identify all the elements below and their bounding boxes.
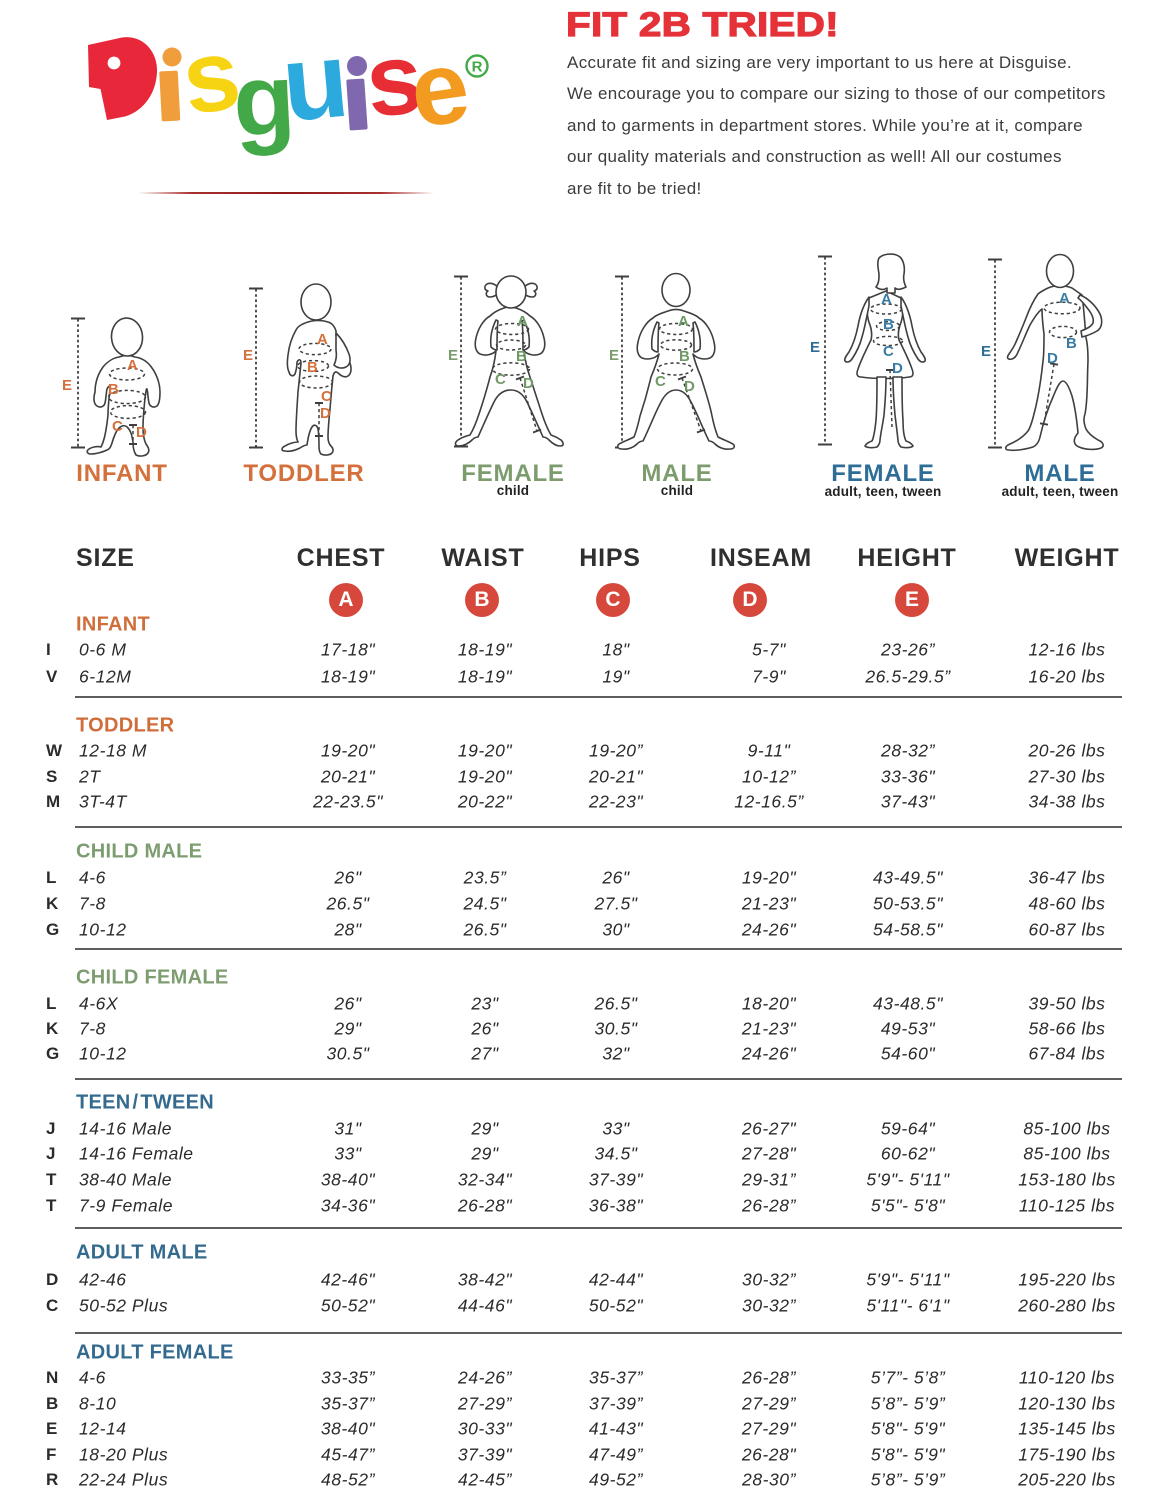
svg-text:B: B — [679, 348, 690, 365]
svg-text:C: C — [495, 371, 506, 388]
svg-text:D: D — [523, 375, 534, 392]
svg-text:C: C — [321, 388, 332, 405]
svg-text:C: C — [112, 418, 123, 435]
svg-text:D: D — [684, 378, 695, 395]
svg-text:adult, teen, tween: adult, teen, tween — [825, 484, 942, 499]
svg-text:D: D — [1047, 350, 1058, 367]
svg-text:C: C — [883, 343, 894, 360]
svg-text:FEMALE: FEMALE — [831, 460, 934, 487]
svg-text:D: D — [320, 405, 331, 422]
svg-text:E: E — [981, 343, 991, 360]
svg-text:B: B — [1066, 335, 1077, 352]
svg-text:TODDLER: TODDLER — [243, 460, 364, 487]
svg-text:A: A — [317, 331, 328, 348]
svg-text:g: g — [230, 43, 297, 158]
svg-text:u: u — [278, 19, 354, 144]
svg-text:MALE: MALE — [1024, 460, 1095, 487]
svg-text:C: C — [655, 373, 666, 390]
svg-text:B: B — [516, 348, 527, 365]
svg-text:B: B — [307, 359, 318, 376]
svg-text:adult, teen, tween: adult, teen, tween — [1002, 484, 1119, 499]
svg-text:MALE: MALE — [641, 460, 712, 487]
svg-text:A: A — [127, 357, 138, 374]
svg-text:R: R — [472, 59, 483, 76]
svg-text:child: child — [661, 483, 694, 498]
svg-text:A: A — [678, 313, 689, 330]
svg-text:INFANT: INFANT — [76, 460, 167, 487]
svg-text:A: A — [1059, 290, 1070, 307]
svg-text:B: B — [883, 316, 894, 333]
svg-text:child: child — [497, 483, 530, 498]
svg-text:D: D — [892, 360, 903, 377]
svg-text:E: E — [810, 339, 820, 356]
svg-text:D: D — [136, 424, 147, 441]
svg-text:E: E — [62, 377, 72, 394]
svg-text:E: E — [243, 347, 253, 364]
svg-text:E: E — [609, 347, 619, 364]
svg-text:A: A — [881, 291, 892, 308]
svg-text:A: A — [517, 313, 528, 330]
svg-text:FEMALE: FEMALE — [461, 460, 564, 487]
svg-text:B: B — [108, 381, 119, 398]
svg-text:s: s — [361, 22, 429, 139]
svg-text:E: E — [448, 347, 458, 364]
